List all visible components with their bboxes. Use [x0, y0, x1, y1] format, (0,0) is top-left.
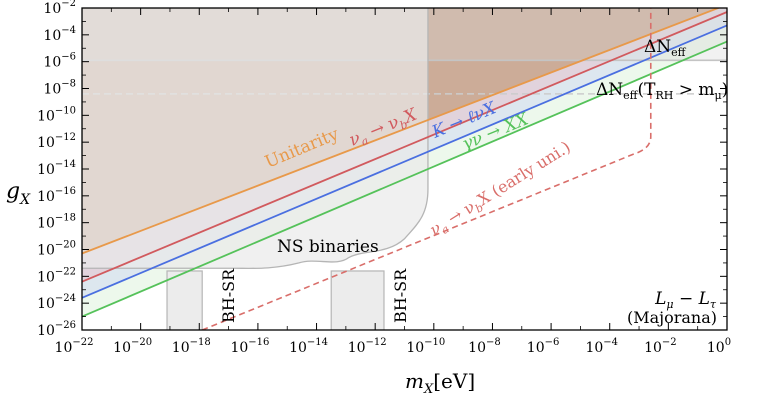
axis-ticks: 10−22 10−20 10−18 10−16 10−14 10−12 10−10 10−8 1…	[37, 0, 731, 356]
y-tick-label: 10−4	[43, 25, 76, 44]
x-tick-label: 10−18	[172, 337, 211, 356]
x-tick-label: 10−22	[55, 337, 94, 356]
y-tick-label: 10−26	[37, 320, 76, 339]
y-tick-label: 10−16	[37, 186, 76, 205]
x-tick-label: 10−6	[527, 337, 560, 356]
x-tick-label: 10−20	[113, 337, 152, 356]
x-tick-label: 100	[707, 337, 731, 356]
label-delta-neff-trh: ΔNeff(TRH > mμ)	[596, 80, 728, 102]
x-tick-label: 10−2	[644, 337, 677, 356]
y-tick-label: 10−18	[37, 213, 76, 232]
y-tick-label: 10−20	[37, 240, 76, 259]
x-axis-label: mX[eV]	[405, 369, 475, 397]
label-model: Lμ − Lτ	[654, 289, 717, 311]
y-tick-label: 10−8	[43, 79, 76, 98]
y-axis-label: gX	[6, 179, 31, 208]
region-bh-sr-1	[166, 270, 203, 330]
y-tick-label: 10−14	[37, 159, 76, 178]
series-line-Unitarity	[82, 8, 721, 255]
y-tick-label: 10−2	[43, 0, 76, 17]
region-bh-sr-2	[330, 270, 385, 330]
y-tick-label: 10−24	[37, 293, 76, 312]
y-tick-label: 10−12	[37, 132, 76, 151]
label-ns-binaries: NS binaries	[277, 237, 379, 257]
x-tick-label: 10−8	[468, 337, 501, 356]
plot-area	[82, 8, 727, 330]
label-majorana: (Majorana)	[627, 308, 717, 327]
series-line-gamma_nu_to_XX	[82, 40, 727, 318]
x-tick-label: 10−12	[348, 337, 387, 356]
axis-labels: mX[eV] gX	[6, 179, 475, 397]
series-line-nu_a_to_nu_b_X	[82, 11, 727, 283]
series-line-K_to_l_nu_X	[82, 24, 727, 299]
label-bh-sr-1: BH-SR	[219, 268, 238, 323]
x-tick-label: 10−16	[230, 337, 269, 356]
y-tick-label: 10−10	[37, 105, 76, 124]
label-delta-neff: ΔNeff	[644, 37, 687, 59]
x-tick-label: 10−14	[289, 337, 328, 356]
y-tick-label: 10−6	[43, 52, 76, 71]
region-ns-binaries	[82, 8, 429, 270]
x-tick-label: 10−10	[406, 337, 445, 356]
label-bh-sr-2: BH-SR	[391, 268, 410, 323]
x-tick-label: 10−4	[585, 337, 618, 356]
y-tick-label: 10−22	[37, 266, 76, 285]
series-line-early-uni	[201, 8, 652, 330]
